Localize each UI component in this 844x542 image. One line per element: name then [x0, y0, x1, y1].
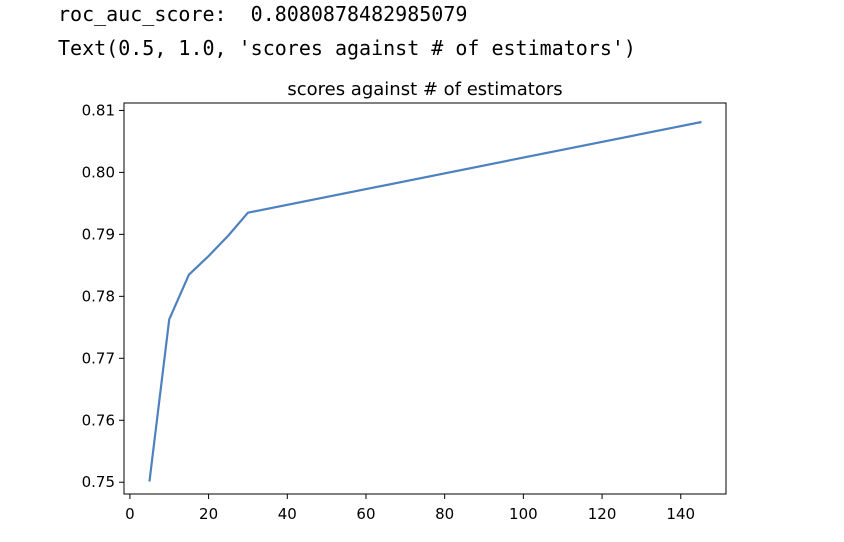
y-tick-label: 0.75 — [82, 473, 115, 491]
y-tick-label: 0.79 — [82, 225, 115, 243]
roc-auc-score-output: roc_auc_score: 0.8080878482985079 — [58, 2, 468, 26]
x-tick-label: 80 — [435, 505, 454, 523]
series-line — [148, 120, 702, 482]
y-tick-label: 0.78 — [82, 287, 115, 305]
plot-frame — [123, 102, 727, 495]
data-point — [247, 212, 249, 214]
x-tick-label: 140 — [666, 505, 695, 523]
x-tick-label: 100 — [509, 505, 538, 523]
data-point — [699, 121, 701, 123]
y-tick-label: 0.76 — [82, 411, 115, 429]
data-point — [208, 255, 210, 257]
data-point — [149, 479, 151, 481]
y-tick-label: 0.80 — [82, 163, 115, 181]
x-tick-label: 20 — [199, 505, 218, 523]
chart-marks — [148, 120, 702, 482]
x-tick-label: 60 — [356, 505, 375, 523]
data-point — [227, 235, 229, 237]
x-tick-label: 120 — [588, 505, 617, 523]
x-tick-label: 40 — [278, 505, 297, 523]
chart-axes: 0 20 40 60 80 100 120 140 0.75 0.76 0.77 0.78 0.79 0.… — [82, 101, 695, 523]
data-point — [168, 318, 170, 320]
x-tick-label: 0 — [125, 505, 135, 523]
text-repr-output: Text(0.5, 1.0, 'scores against # of esti… — [58, 36, 636, 60]
data-point — [188, 274, 190, 276]
y-tick-label: 0.77 — [82, 349, 115, 367]
y-tick-label: 0.81 — [82, 101, 115, 119]
chart-title: scores against # of estimators — [287, 79, 562, 100]
